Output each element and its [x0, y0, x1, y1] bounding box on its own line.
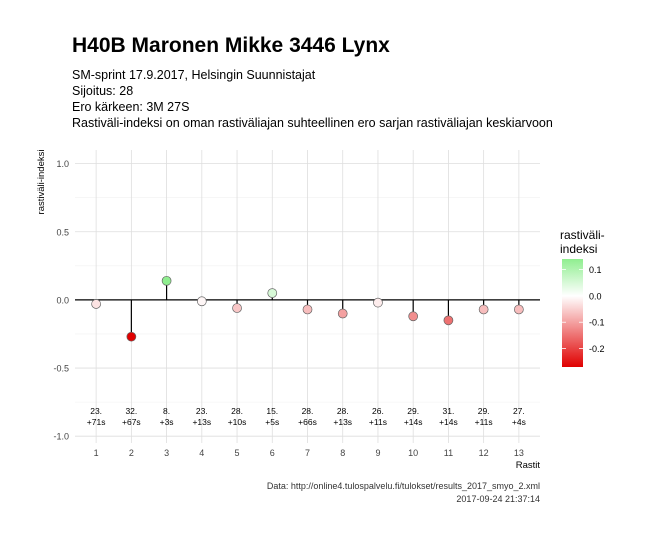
y-tick-label: 0.5: [56, 227, 69, 237]
data-point: [126, 331, 137, 342]
data-point: [267, 288, 278, 298]
rank-annotation: 23.: [90, 406, 102, 416]
chart-title: H40B Maronen Mikke 3446 Lynx: [72, 34, 390, 57]
y-tick-label: 1.0: [56, 159, 69, 169]
subtitle-line-1: SM-sprint 17.9.2017, Helsingin Suunnista…: [72, 68, 316, 82]
rank-annotation: 29.: [478, 406, 490, 416]
legend-tick-label: -0.1: [589, 318, 605, 328]
x-tick-label: 12: [479, 448, 489, 458]
legend-tick-label: 0.0: [589, 291, 602, 301]
x-tick-label: 6: [270, 448, 275, 458]
data-point: [443, 315, 454, 326]
x-tick-label: 9: [375, 448, 380, 458]
x-tick-label: 2: [129, 448, 134, 458]
x-tick-label: 13: [514, 448, 524, 458]
data-point: [408, 311, 419, 322]
legend-colorbar: [562, 259, 583, 367]
legend-tick-label: 0.1: [589, 265, 602, 275]
data-point: [196, 296, 207, 307]
time-annotation: +10s: [228, 417, 247, 427]
time-annotation: +66s: [298, 417, 317, 427]
rank-annotation: 28.: [231, 406, 243, 416]
time-annotation: +11s: [369, 417, 387, 427]
caption-timestamp: 2017-09-24 21:37:14: [456, 494, 540, 504]
subtitle-line-4: Rastiväli-indeksi on oman rastiväliajan …: [72, 116, 553, 130]
x-axis-title: Rastit: [516, 460, 541, 471]
time-annotation: +11s: [475, 417, 493, 427]
time-annotation: +67s: [122, 417, 141, 427]
time-annotation: +5s: [265, 417, 279, 427]
y-tick-label: -0.5: [53, 364, 69, 374]
time-annotation: +4s: [512, 417, 526, 427]
rank-annotation: 32.: [125, 406, 137, 416]
y-tick-label: 0.0: [56, 295, 69, 305]
x-tick-label: 1: [94, 448, 99, 458]
x-tick-label: 11: [444, 448, 453, 458]
x-tick-label: 8: [340, 448, 345, 458]
subtitle-line-3: Ero kärkeen: 3M 27S: [72, 100, 190, 114]
legend-title-line-2: indeksi: [560, 242, 597, 256]
time-annotation: +14s: [404, 417, 423, 427]
caption-source: Data: http://online4.tulospalvelu.fi/tul…: [266, 481, 540, 491]
x-tick-label: 3: [164, 448, 169, 458]
time-annotation: +13s: [192, 417, 211, 427]
rank-annotation: 23.: [196, 406, 208, 416]
rank-annotation: 28.: [302, 406, 314, 416]
x-tick-label: 10: [408, 448, 418, 458]
data-point: [337, 308, 348, 319]
time-annotation: +71s: [87, 417, 106, 427]
rank-annotation: 27.: [513, 406, 525, 416]
legend-tick-label: -0.2: [589, 344, 605, 354]
rank-annotation: 8.: [163, 406, 170, 416]
subtitle-line-2: Sijoitus: 28: [72, 84, 134, 98]
rank-annotation: 29.: [407, 406, 419, 416]
legend-title-line-1: rastiväli-: [560, 228, 605, 242]
rank-annotation: 31.: [442, 406, 454, 416]
data-point: [91, 299, 101, 309]
data-point: [478, 304, 489, 315]
data-point: [302, 304, 313, 315]
data-point: [373, 297, 383, 308]
x-tick-label: 4: [199, 448, 204, 458]
data-point: [514, 304, 524, 315]
data-point: [161, 275, 172, 286]
x-tick-label: 5: [235, 448, 240, 458]
time-annotation: +13s: [333, 417, 352, 427]
y-axis-title: rastiväli-indeksi: [36, 150, 47, 215]
data-point: [232, 303, 242, 313]
rank-annotation: 15.: [266, 406, 278, 416]
y-tick-label: -1.0: [53, 432, 69, 442]
rank-annotation: 26.: [372, 406, 384, 416]
time-annotation: +3s: [160, 417, 174, 427]
x-tick-label: 7: [305, 448, 310, 458]
rank-annotation: 28.: [337, 406, 349, 416]
time-annotation: +14s: [439, 417, 458, 427]
